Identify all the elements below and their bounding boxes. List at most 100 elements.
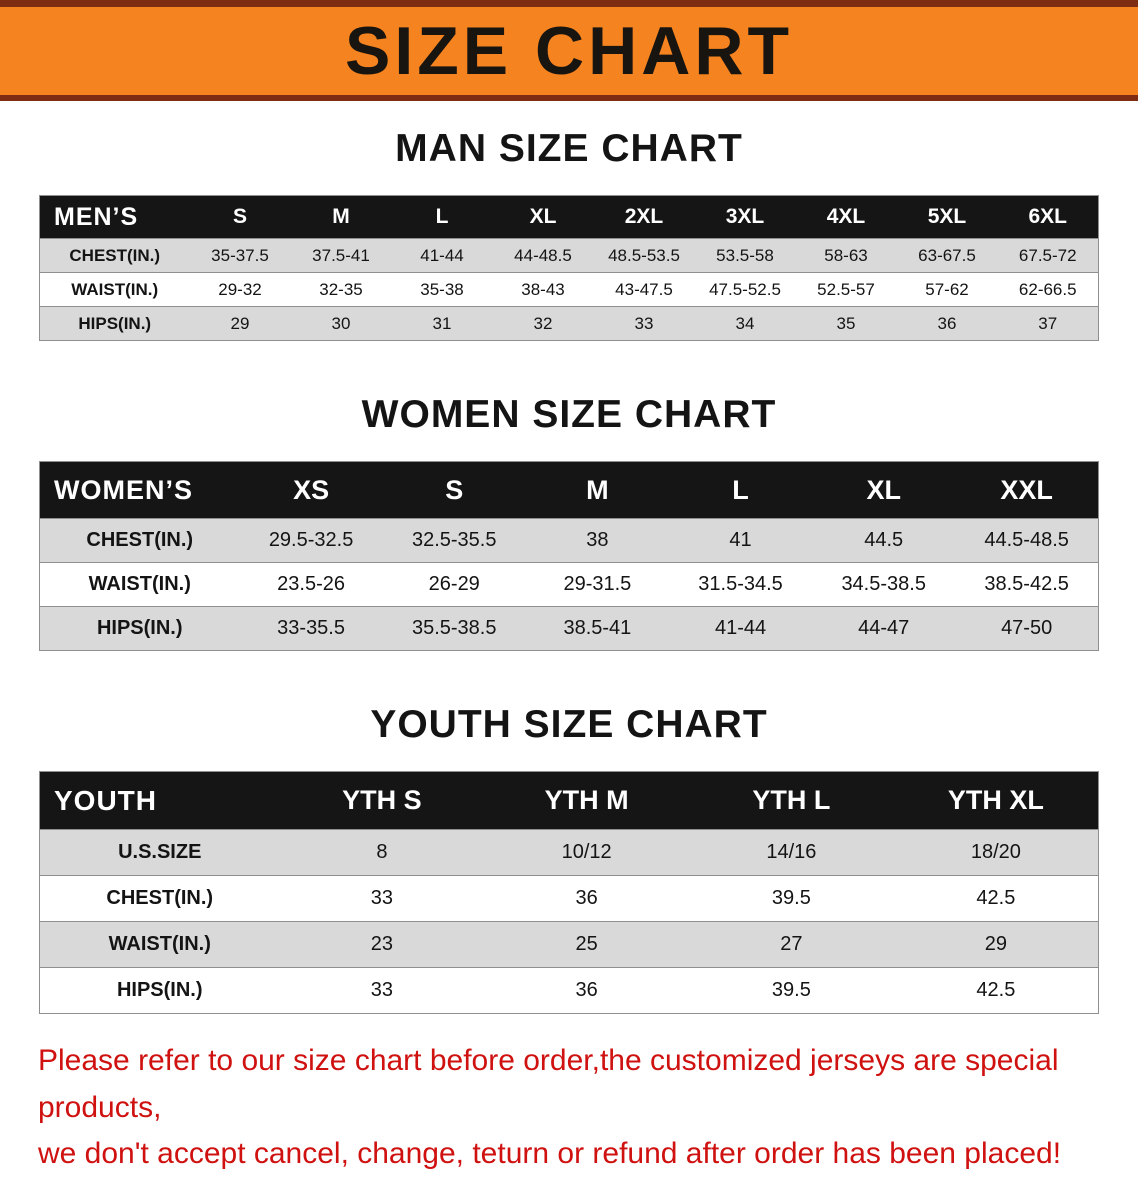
row-label: WAIST(IN.): [88, 573, 191, 595]
size-cell: 41: [729, 529, 752, 551]
size-cell: 42.5: [976, 887, 1016, 909]
size-cell: 26-29: [428, 573, 480, 595]
size-cell: 48.5-53.5: [608, 245, 680, 265]
size-cell: 41-44: [420, 245, 464, 265]
row-label: WAIST(IN.): [108, 933, 211, 955]
size-cell: 8: [376, 841, 388, 863]
size-cell: 27: [780, 933, 803, 955]
youth-ussize-row: U.S.SIZE 8 10/12 14/16 18/20: [39, 829, 1099, 876]
size-cell: 35: [836, 313, 856, 333]
size-col-header: L: [732, 474, 749, 505]
women-chest-row: CHEST(IN.) 29.5-32.5 32.5-35.5 38 41 44.…: [39, 518, 1099, 563]
size-cell: 29-31.5: [563, 573, 632, 595]
women-size-table: WOMEN’S XS S M L XL XXL CHEST(IN.) 29.5-…: [39, 461, 1099, 651]
size-cell: 29: [230, 313, 250, 333]
size-cell: 30: [331, 313, 351, 333]
size-cell: 57-62: [925, 279, 969, 299]
size-cell: 36: [575, 887, 598, 909]
size-cell: 37: [1038, 313, 1058, 333]
size-col-header: S: [445, 474, 464, 505]
women-table-corner: WOMEN’S: [54, 474, 193, 505]
women-hips-row: HIPS(IN.) 33-35.5 35.5-38.5 38.5-41 41-4…: [39, 606, 1099, 651]
size-col-header: XS: [293, 474, 330, 505]
size-cell: 67.5-72: [1018, 245, 1077, 265]
size-cell: 29.5-32.5: [268, 529, 354, 551]
youth-section: YOUTH SIZE CHART YOUTH YTH S YTH M YTH L…: [0, 703, 1138, 1014]
men-section: MAN SIZE CHART MEN’S S M L XL 2XL 3XL 4X…: [0, 127, 1138, 341]
size-cell: 42.5: [976, 979, 1016, 1001]
size-cell: 47-50: [1001, 617, 1053, 639]
size-cell: 37.5-41: [312, 245, 370, 265]
youth-chest-row: CHEST(IN.) 33 36 39.5 42.5: [39, 875, 1099, 922]
men-chest-row: CHEST(IN.) 35-37.5 37.5-41 41-44 44-48.5…: [39, 238, 1099, 273]
size-cell: 32.5-35.5: [411, 529, 497, 551]
size-cell: 32: [533, 313, 553, 333]
size-col-header: 2XL: [624, 205, 664, 228]
size-col-header: M: [586, 474, 609, 505]
size-col-header: 6XL: [1028, 205, 1067, 228]
size-cell: 47.5-52.5: [709, 279, 781, 299]
size-col-header: M: [332, 205, 350, 228]
men-size-table: MEN’S S M L XL 2XL 3XL 4XL 5XL 6XL CHEST…: [39, 195, 1099, 341]
size-cell: 35.5-38.5: [411, 617, 497, 639]
size-cell: 44-47: [858, 617, 910, 639]
size-col-header: YTH S: [342, 785, 422, 815]
disclaimer-note: Please refer to our size chart before or…: [38, 1038, 1100, 1178]
size-cell: 36: [937, 313, 957, 333]
size-cell: 41-44: [714, 617, 767, 639]
size-cell: 23: [370, 933, 393, 955]
youth-size-table: YOUTH YTH S YTH M YTH L YTH XL U.S.SIZE …: [39, 771, 1099, 1014]
size-cell: 39.5: [771, 979, 811, 1001]
youth-hips-row: HIPS(IN.) 33 36 39.5 42.5: [39, 967, 1099, 1014]
women-header-row: WOMEN’S XS S M L XL XXL: [39, 461, 1099, 519]
disclaimer-line-2: we don't accept cancel, change, teturn o…: [38, 1137, 1062, 1170]
disclaimer-line-1: Please refer to our size chart before or…: [38, 1044, 1059, 1124]
size-cell: 38.5-41: [563, 617, 632, 639]
row-label: HIPS(IN.): [96, 617, 183, 639]
size-cell: 35-38: [420, 279, 464, 299]
size-cell: 58-63: [824, 245, 868, 265]
row-label: CHEST(IN.): [106, 887, 214, 909]
size-col-header: 4XL: [826, 205, 866, 228]
size-col-header: YTH L: [752, 785, 831, 815]
size-cell: 23.5-26: [277, 573, 345, 595]
size-cell: 31: [432, 313, 452, 333]
size-cell: 44.5: [864, 529, 904, 551]
size-cell: 43-47.5: [615, 279, 673, 299]
size-cell: 29-32: [218, 279, 262, 299]
youth-table-corner: YOUTH: [54, 784, 157, 816]
size-cell: 52.5-57: [817, 279, 875, 299]
women-heading: WOMEN SIZE CHART: [361, 393, 777, 436]
size-cell: 53.5-58: [716, 245, 774, 265]
size-cell: 38.5-42.5: [984, 573, 1069, 595]
men-table-corner: MEN’S: [54, 202, 139, 231]
size-col-header: YTH XL: [947, 785, 1044, 815]
size-cell: 34.5-38.5: [841, 573, 926, 595]
size-cell: 44.5-48.5: [984, 529, 1069, 551]
size-cell: 10/12: [561, 841, 612, 863]
size-col-header: L: [435, 205, 449, 228]
size-cell: 33: [634, 313, 654, 333]
size-cell: 33: [370, 979, 393, 1001]
size-cell: 36: [575, 979, 598, 1001]
size-cell: 29: [984, 933, 1007, 955]
row-label: HIPS(IN.): [78, 313, 152, 333]
youth-header-row: YOUTH YTH S YTH M YTH L YTH XL: [39, 771, 1099, 830]
size-col-header: 5XL: [927, 205, 967, 228]
size-col-header: 3XL: [725, 205, 765, 228]
row-label: CHEST(IN.): [86, 529, 194, 551]
women-waist-row: WAIST(IN.) 23.5-26 26-29 29-31.5 31.5-34…: [39, 562, 1099, 607]
men-waist-row: WAIST(IN.) 29-32 32-35 35-38 38-43 43-47…: [39, 272, 1099, 307]
size-col-header: XL: [529, 205, 557, 228]
size-cell: 63-67.5: [918, 245, 976, 265]
size-cell: 39.5: [771, 887, 811, 909]
size-col-header: YTH M: [544, 785, 629, 815]
men-header-row: MEN’S S M L XL 2XL 3XL 4XL 5XL 6XL: [39, 195, 1099, 239]
men-hips-row: HIPS(IN.) 29 30 31 32 33 34 35 36 37: [39, 306, 1099, 341]
size-cell: 25: [575, 933, 598, 955]
size-cell: 18/20: [970, 841, 1021, 863]
size-cell: 34: [735, 313, 755, 333]
size-col-header: XXL: [1000, 474, 1053, 505]
size-cell: 33-35.5: [277, 617, 345, 639]
row-label: WAIST(IN.): [71, 279, 159, 299]
